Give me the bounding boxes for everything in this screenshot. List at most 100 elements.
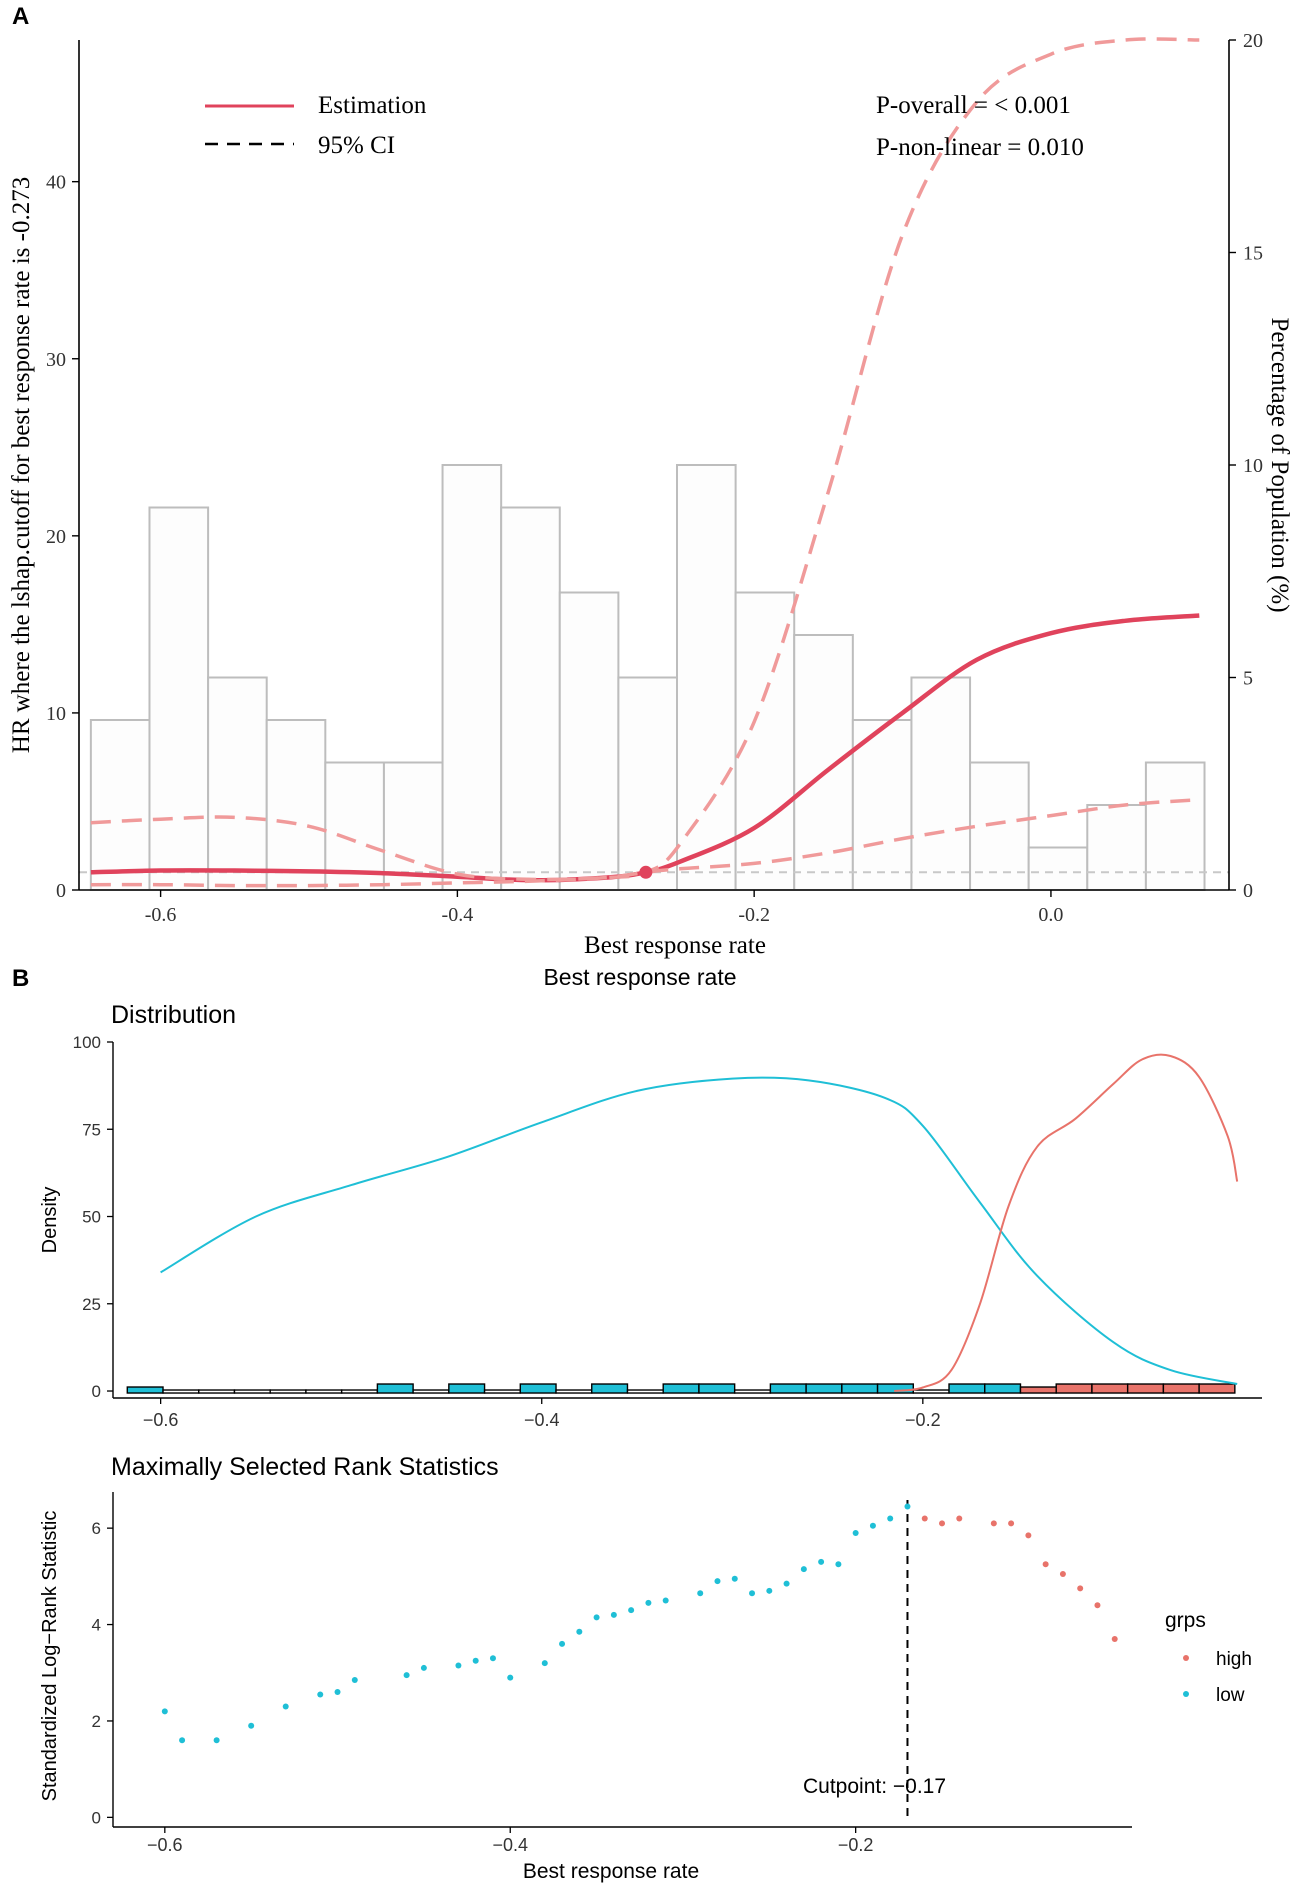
point-low [282, 1703, 289, 1710]
histogram-bar [969, 761, 1030, 891]
density-y-tick-label: 0 [92, 1382, 101, 1401]
y-right-tick-label: 10 [1243, 455, 1263, 477]
density-hist-bar [1126, 1383, 1165, 1394]
y-axis-title-left: HR where the lshap.cutoff for best respo… [8, 177, 35, 753]
density-curves [160, 1053, 1239, 1392]
density-curve-high [894, 1053, 1239, 1392]
point-high [1059, 1570, 1066, 1577]
point-low [628, 1607, 635, 1614]
reference-point [639, 865, 653, 879]
density-hist-bar [269, 1389, 307, 1394]
mss-y-tick-label: 0 [92, 1808, 101, 1827]
mss-axis-ticks: −0.6 −0.4 −0.2 0 2 4 6 [92, 1519, 874, 1855]
density-hist-bar [519, 1383, 557, 1394]
x-tick-label: -0.4 [442, 904, 474, 926]
point-high [1008, 1520, 1015, 1527]
histogram-bar [1086, 804, 1147, 891]
histogram-bar [617, 676, 678, 891]
mss-title: Maximally Selected Rank Statistics [111, 1453, 499, 1481]
point-low [179, 1737, 186, 1744]
density-x-tick-label: −0.4 [524, 1410, 560, 1430]
point-high [1111, 1636, 1118, 1643]
density-hist-bar [662, 1383, 700, 1394]
density-hist-bar [1162, 1383, 1200, 1394]
density-hist-bar [555, 1389, 593, 1394]
density-hist-bar [162, 1389, 200, 1394]
histogram-bar [558, 591, 620, 891]
point-low [576, 1628, 583, 1635]
density-hist-bar [591, 1383, 629, 1394]
density-hist-bar [769, 1383, 807, 1394]
density-hist-bar [198, 1389, 236, 1394]
histogram-bar [265, 719, 327, 891]
point-low [645, 1599, 652, 1606]
mss-x-tick-label: −0.4 [492, 1835, 528, 1855]
point-high [1094, 1602, 1101, 1609]
density-y-tick-label: 75 [82, 1120, 101, 1139]
point-low [248, 1722, 255, 1729]
density-hist-bar [841, 1383, 879, 1394]
point-low [489, 1655, 496, 1662]
point-low [317, 1691, 324, 1698]
y-axis-title-right: Percentage of Population (%) [1266, 317, 1293, 612]
point-low [351, 1676, 358, 1683]
point-low [818, 1558, 825, 1565]
point-low [455, 1662, 462, 1669]
y-tick-label: 20 [46, 526, 66, 548]
density-hist-bar [412, 1389, 450, 1394]
point-high [956, 1515, 963, 1522]
histogram-bar [148, 506, 210, 891]
density-y-tick-label: 100 [73, 1033, 101, 1052]
p-overall-text: P-overall = < 0.001 [876, 92, 1071, 119]
density-hist-bar [233, 1389, 271, 1394]
density-hist-bar [876, 1383, 914, 1394]
density-hist-bar [912, 1389, 950, 1394]
density-hist-bar [483, 1389, 521, 1394]
density-hist-bar [1198, 1383, 1236, 1394]
histogram-bar [1027, 846, 1089, 891]
point-low [714, 1578, 721, 1585]
point-low [783, 1580, 790, 1587]
x-tick-label: -0.2 [738, 904, 770, 926]
point-low [161, 1708, 168, 1715]
point-high [939, 1520, 946, 1527]
point-low [662, 1597, 669, 1604]
histogram-bar [676, 464, 737, 891]
panel-label-a: A [12, 3, 29, 30]
density-y-tick-label: 50 [82, 1208, 101, 1227]
x-axis-title-a-outer: Best response rate [543, 964, 736, 990]
point-low [334, 1689, 341, 1696]
histogram-bar [910, 676, 972, 891]
density-curve-low [160, 1076, 1238, 1385]
point-high [921, 1515, 928, 1522]
density-hist-bar [1055, 1383, 1093, 1394]
density-hist-bar [948, 1383, 986, 1394]
histogram-bar [207, 676, 268, 891]
density-hist-bar [698, 1383, 736, 1394]
density-x-tick-label: −0.6 [143, 1410, 179, 1430]
point-low [766, 1587, 773, 1594]
point-low [610, 1611, 617, 1618]
point-low [213, 1737, 220, 1744]
histogram-bar [324, 761, 385, 891]
point-low [472, 1657, 479, 1664]
point-low [749, 1590, 756, 1597]
legend-high-label: high [1216, 1649, 1252, 1670]
density-hist-bar [1091, 1383, 1129, 1394]
density-hist-bar [984, 1383, 1022, 1394]
density-hist-bar [805, 1383, 843, 1394]
histogram-bars [89, 464, 1206, 891]
density-hist-bar [626, 1389, 664, 1394]
mss-y-tick-label: 6 [92, 1519, 101, 1538]
point-low [507, 1674, 514, 1681]
density-hist-bar [126, 1386, 164, 1394]
density-x-tick-label: −0.2 [905, 1410, 941, 1430]
point-high [990, 1520, 997, 1527]
y-right-tick-label: 20 [1243, 30, 1263, 52]
mss-x-title: Best response rate [523, 1860, 699, 1883]
legend-low-dot [1183, 1691, 1189, 1697]
mss-y-title: Standardized Log−Rank Statistic [39, 1511, 61, 1802]
point-low [731, 1575, 738, 1582]
cutpoint-label: Cutpoint: −0.17 [803, 1775, 946, 1798]
